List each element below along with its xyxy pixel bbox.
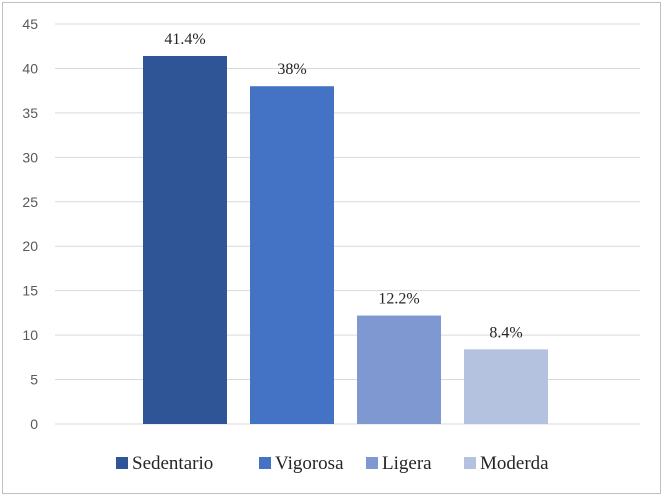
y-tick-label: 10 [22, 327, 38, 343]
y-tick-label: 5 [30, 372, 38, 388]
y-tick-label: 40 [22, 60, 38, 76]
y-tick-label: 25 [22, 194, 38, 210]
y-tick-label: 45 [22, 16, 38, 32]
legend-swatch-sedentario [116, 457, 128, 469]
gridlines [55, 23, 640, 425]
data-label-vigorosa: 38% [277, 61, 306, 78]
data-label-ligera: 12.2% [378, 291, 419, 308]
bar-vigorosa [250, 86, 334, 424]
data-labels: 41.4% 38% 12.2% 8.4% [164, 31, 522, 341]
legend-label-ligera: Ligera [382, 453, 432, 474]
data-label-moderda: 8.4% [489, 324, 522, 341]
bar-sedentario [143, 56, 227, 424]
bars [143, 56, 548, 424]
y-tick-label: 20 [22, 238, 38, 254]
legend-swatch-moderda [464, 457, 476, 469]
legend-label-vigorosa: Vigorosa [275, 453, 344, 474]
legend-swatch-ligera [366, 457, 378, 469]
y-tick-label: 35 [22, 105, 38, 121]
y-tick-label: 0 [30, 416, 38, 432]
legend: Sedentario Vigorosa Ligera Moderda [116, 453, 549, 474]
legend-label-moderda: Moderda [480, 453, 549, 474]
y-axis: 0 5 10 15 20 25 30 35 40 45 [22, 16, 38, 432]
y-tick-label: 15 [22, 283, 38, 299]
legend-label-sedentario: Sedentario [132, 453, 213, 474]
y-tick-label: 30 [22, 149, 38, 165]
bar-moderda [464, 349, 548, 424]
data-label-sedentario: 41.4% [164, 31, 205, 48]
bar-ligera [357, 315, 441, 424]
legend-swatch-vigorosa [259, 457, 271, 469]
